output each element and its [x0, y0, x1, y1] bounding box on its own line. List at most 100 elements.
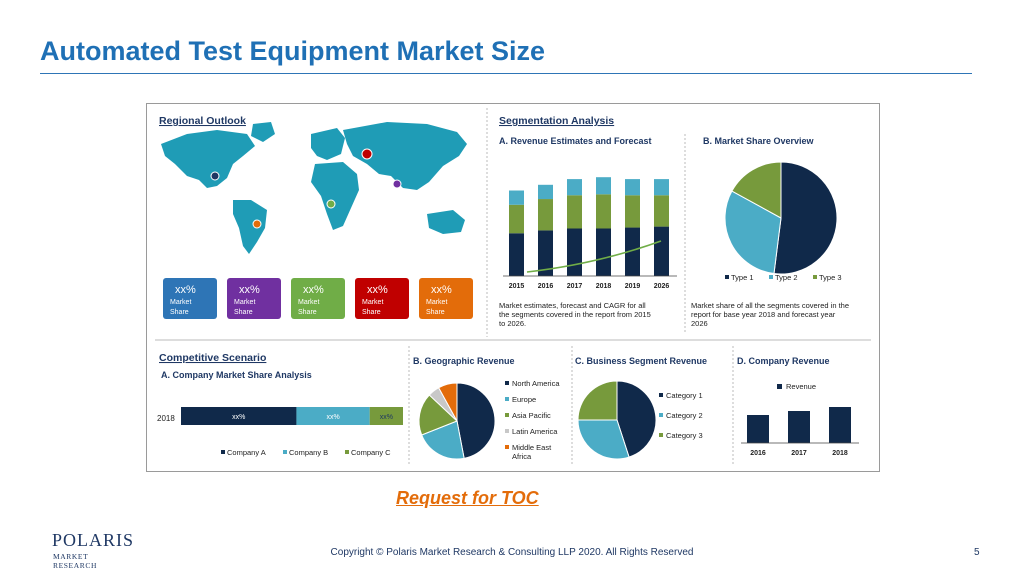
revenue-trend-line	[526, 240, 662, 273]
regional-heading: Regional Outlook	[159, 115, 246, 127]
geo-legend-label: Latin America	[512, 427, 558, 436]
revenue-year-label: 2018	[596, 283, 612, 290]
region-tile	[355, 278, 409, 319]
biz-legend-swatch	[659, 433, 663, 437]
region-tile-label: Share	[426, 309, 445, 316]
company-revenue-chart: 2016 2017 2018	[747, 407, 851, 457]
company-legend-label: Company B	[289, 448, 328, 457]
region-tile-label: Market	[362, 299, 383, 306]
company-legend-swatch	[283, 450, 287, 454]
logo-subtext: MARKET RESEARCH	[53, 552, 97, 570]
share-note-3: 2026	[691, 319, 708, 328]
company-revenue-year: 2016	[750, 450, 766, 457]
share-pie-slice	[731, 161, 782, 219]
company-share-label: xx%	[380, 414, 393, 421]
geo-legend-swatch	[505, 413, 509, 417]
revenue-year-label: 2016	[538, 283, 554, 290]
region-tile-label: Share	[298, 309, 317, 316]
revenue-bar-segment	[509, 190, 524, 205]
title-divider	[40, 73, 972, 74]
revenue-year-label: 2017	[567, 283, 583, 290]
map-markers	[210, 148, 402, 229]
revenue-year-label: 2019	[625, 283, 641, 290]
revenue-bar-segment	[654, 226, 669, 276]
region-tile-label: Share	[170, 309, 189, 316]
region-tile-label: Market	[170, 299, 191, 306]
geo-pie-slice	[418, 394, 458, 436]
geo-legend-label: Middle East	[512, 443, 552, 452]
share-legend-swatch	[725, 275, 729, 279]
company-revenue-year: 2018	[832, 450, 848, 457]
revenue-bar-segment	[625, 195, 640, 228]
revenue-bar-segment	[596, 228, 611, 276]
company-legend-label: Company C	[351, 448, 391, 457]
revenue-bar-segment	[509, 233, 524, 276]
revenue-note-2: the segments covered in the report from …	[499, 310, 651, 319]
geo-legend-swatch	[505, 381, 509, 385]
company-share-bar: xx% xx% xx%	[181, 407, 403, 425]
revenue-bar-segment	[625, 227, 640, 276]
revenue-bar-segment	[567, 228, 582, 276]
geo-pie-slice	[421, 420, 465, 460]
revenue-bar-segment	[625, 179, 640, 196]
region-tile-value: xx%	[303, 284, 324, 296]
geo-legend-swatch	[505, 429, 509, 433]
region-tile-value: xx%	[367, 284, 388, 296]
company-revenue-bar	[829, 407, 851, 443]
revenue-bar-segment	[509, 204, 524, 234]
slide-title: Automated Test Equipment Market Size	[40, 36, 546, 66]
segmentation-heading: Segmentation Analysis	[499, 115, 614, 127]
company-share-label: xx%	[326, 414, 339, 421]
company-share-segment	[296, 407, 370, 425]
geo-legend-label: Africa	[512, 452, 532, 461]
company-revenue-legend-swatch	[777, 384, 782, 389]
biz-legend-swatch	[659, 393, 663, 397]
company-revenue-bar	[788, 411, 810, 443]
company-legend-label: Company A	[227, 448, 266, 457]
company-legend-swatch	[221, 450, 225, 454]
biz-pie-slice	[577, 419, 630, 460]
revenue-bar-segment	[567, 195, 582, 229]
share-pie-slice	[773, 161, 838, 275]
region-tile-label: Share	[362, 309, 381, 316]
region-tile	[163, 278, 217, 319]
revenue-year-label: 2015	[509, 283, 525, 290]
polaris-logo: POLARIS MARKET RESEARCH	[52, 530, 133, 570]
geographic-title: B. Geographic Revenue	[413, 356, 515, 366]
biz-legend-label: Category 2	[666, 411, 703, 420]
geographic-legend: North America Europe Asia Pacific Latin Ame…	[505, 379, 560, 461]
region-tile-value: xx%	[431, 284, 452, 296]
region-tile-label: Share	[234, 309, 253, 316]
share-pie-slice	[724, 190, 782, 275]
revenue-bar-segment	[538, 184, 553, 200]
company-share-label: xx%	[232, 414, 245, 421]
revenue-bar-segment	[538, 199, 553, 231]
revenue-bar-segment	[654, 179, 669, 196]
region-tile-label: Market	[298, 299, 319, 306]
share-legend-swatch	[813, 275, 817, 279]
biz-legend-label: Category 3	[666, 431, 703, 440]
company-share-segment	[369, 407, 403, 425]
company-share-year: 2018	[157, 414, 175, 423]
revenue-note-3: to 2026.	[499, 319, 526, 328]
region-tile-label: Market	[234, 299, 255, 306]
revenue-note-1: Market estimates, forecast and CAGR for …	[499, 301, 646, 310]
revenue-bar-segment	[596, 177, 611, 195]
company-legend-swatch	[345, 450, 349, 454]
revenue-bar-segment	[596, 194, 611, 229]
share-overview-legend: Type 1 Type 2 Type 3	[725, 273, 842, 282]
biz-pie-slice	[616, 380, 657, 458]
biz-legend-swatch	[659, 413, 663, 417]
share-legend-label: Type 1	[731, 273, 754, 282]
request-toc-link[interactable]: Request for TOC	[396, 488, 539, 508]
company-revenue-year: 2017	[791, 450, 807, 457]
share-overview-pie	[724, 161, 838, 275]
company-revenue-bar	[747, 415, 769, 443]
region-tile-label: Market	[426, 299, 447, 306]
geo-legend-label: Europe	[512, 395, 536, 404]
company-share-title: A. Company Market Share Analysis	[161, 370, 312, 380]
world-map	[161, 122, 467, 254]
revenue-forecast-chart: 2015 2016 2017 2018 2019 2026	[509, 177, 669, 290]
revenue-forecast-title: A. Revenue Estimates and Forecast	[499, 136, 652, 146]
region-tile	[227, 278, 281, 319]
